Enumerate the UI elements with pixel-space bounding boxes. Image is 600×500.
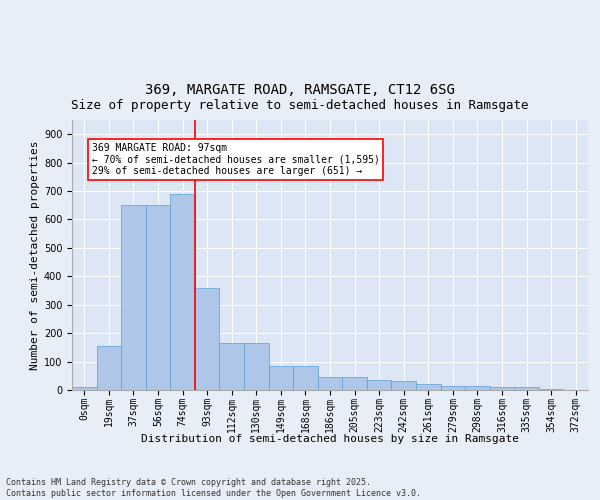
Bar [220,343,244,390]
Bar [367,380,391,390]
Bar [465,386,490,390]
Text: 369 MARGATE ROAD: 97sqm
← 70% of semi-detached houses are smaller (1,595)
29% of: 369 MARGATE ROAD: 97sqm ← 70% of semi-de… [92,142,380,176]
X-axis label: Distribution of semi-detached houses by size in Ramsgate: Distribution of semi-detached houses by … [141,434,519,444]
Bar [293,366,318,390]
Bar [195,288,220,390]
Bar [72,387,97,390]
Bar [97,346,121,390]
Bar [514,387,539,390]
Bar [146,206,170,390]
Text: 369, MARGATE ROAD, RAMSGATE, CT12 6SG: 369, MARGATE ROAD, RAMSGATE, CT12 6SG [145,84,455,98]
Bar [121,206,146,390]
Bar [440,386,465,390]
Bar [391,382,416,390]
Y-axis label: Number of semi-detached properties: Number of semi-detached properties [29,140,40,370]
Bar [170,194,195,390]
Bar [490,387,514,390]
Bar [244,343,269,390]
Bar [539,388,563,390]
Text: Contains HM Land Registry data © Crown copyright and database right 2025.
Contai: Contains HM Land Registry data © Crown c… [6,478,421,498]
Text: Size of property relative to semi-detached houses in Ramsgate: Size of property relative to semi-detach… [71,100,529,112]
Bar [269,366,293,390]
Bar [318,377,342,390]
Bar [342,377,367,390]
Bar [416,384,440,390]
